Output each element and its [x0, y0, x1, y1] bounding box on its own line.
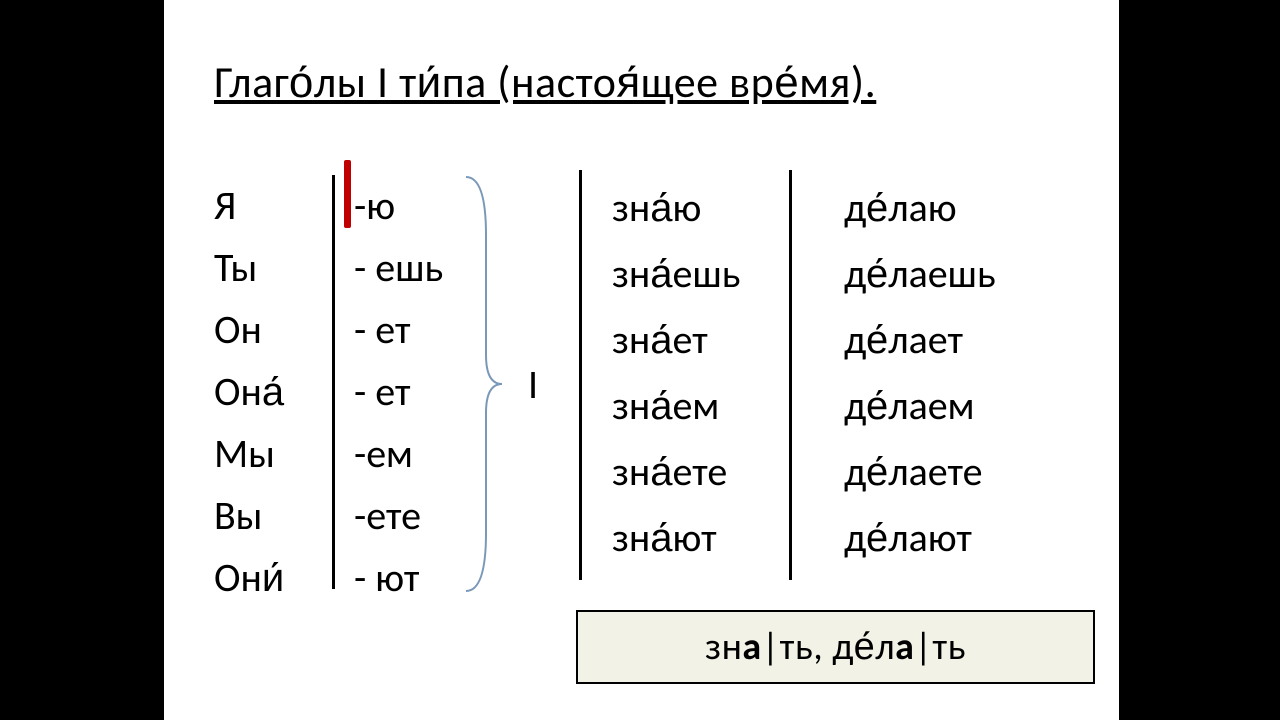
example-cell: де́лаю — [844, 175, 1044, 241]
separator-line — [579, 170, 582, 580]
example-cell: де́лаете — [844, 439, 1044, 505]
conjugation-type-label: I — [528, 360, 538, 409]
brace-icon — [464, 175, 504, 593]
pronoun-cell: Мы — [214, 423, 324, 485]
example-cell: зна́ешь — [612, 241, 792, 307]
pronoun-cell: Они́ — [214, 547, 324, 609]
example-cell: де́лают — [844, 505, 1044, 571]
pronoun-cell: Ты — [214, 237, 324, 299]
znat-column: зна́ю зна́ешь зна́ет зна́ем зна́ете зна́… — [612, 175, 792, 571]
pronouns-column: Я Ты Он Она́ Мы Вы Они́ — [214, 175, 324, 609]
separator-line — [789, 170, 792, 580]
example-cell: де́лаешь — [844, 241, 1044, 307]
example-cell: зна́ем — [612, 373, 792, 439]
example-cell: зна́ют — [612, 505, 792, 571]
example-cell: зна́ет — [612, 307, 792, 373]
delat-column: де́лаю де́лаешь де́лает де́лаем де́лаете… — [844, 175, 1044, 571]
example-cell: де́лает — [844, 307, 1044, 373]
example-cell: де́лаем — [844, 373, 1044, 439]
example-cell: зна́ю — [612, 175, 792, 241]
highlight-cursor-icon — [344, 160, 351, 228]
example-cell: зна́ете — [612, 439, 792, 505]
infinitives-box: зна|ть, де́ла|ть — [576, 610, 1095, 684]
pronoun-cell: Я — [214, 175, 324, 237]
separator-line — [332, 175, 335, 589]
pronoun-cell: Он — [214, 299, 324, 361]
slide: Глаго́лы I ти́па (настоя́щее вре́мя). Я … — [164, 0, 1119, 720]
pronoun-cell: Вы — [214, 485, 324, 547]
slide-title: Глаго́лы I ти́па (настоя́щее вре́мя). — [214, 55, 876, 109]
footer-text: зна|ть, де́ла|ть — [705, 624, 966, 670]
pronoun-cell: Она́ — [214, 361, 324, 423]
